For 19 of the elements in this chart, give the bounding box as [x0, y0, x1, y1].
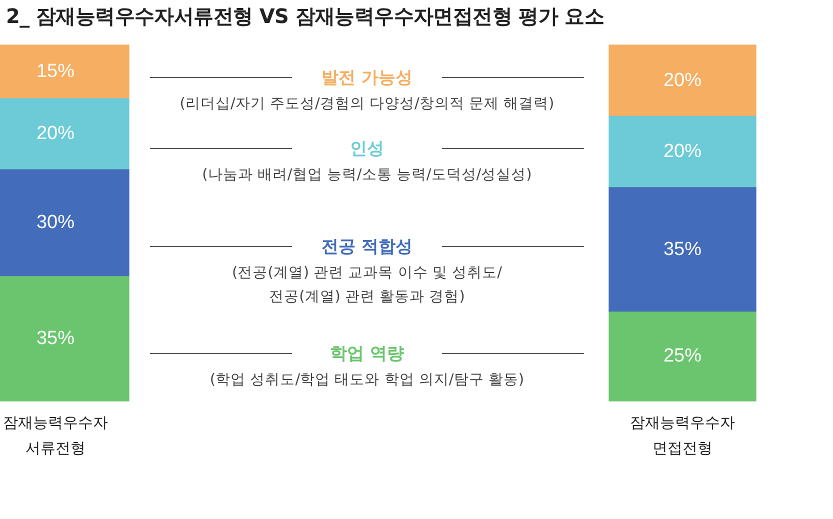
data-label: 25% — [663, 346, 702, 367]
data-label: 20% — [663, 70, 702, 91]
annotation: (리더십/자기 주도성/경험의 다양성/창의적 문제 해결력) — [178, 94, 556, 114]
data-label: 35% — [36, 328, 75, 349]
annotation: (학업 성취도/학업 태도와 학업 의지/탐구 활동) — [208, 370, 526, 390]
text: 전공 적합성 — [322, 236, 412, 257]
x-tick-label: 잠재능력우수자 면접전형 — [630, 414, 735, 458]
text: 발전 가능성 — [322, 68, 412, 88]
x-tick-label: 잠재능력우수자 서류전형 — [3, 414, 108, 458]
text: 인성 — [350, 138, 384, 159]
annotation: (전공(계열) 관련 교과목 이수 및 성취도/ 전공(계열) 관련 활동과 경험) — [231, 264, 503, 307]
data-label: 35% — [663, 238, 702, 260]
text: 학업 역량 — [330, 344, 404, 364]
data-label: 15% — [36, 60, 75, 82]
data-label: 30% — [36, 212, 75, 234]
data-label: 20% — [663, 141, 702, 162]
data-label: 20% — [36, 123, 75, 144]
annotation: (나눔과 배려/협업 능력/소통 능력/도덕성/성실성) — [201, 166, 533, 185]
chart-title: 2_ 잠재능력우수자서류전형 VS 잠재능력우수자면접전형 평가 요소 — [6, 3, 604, 30]
